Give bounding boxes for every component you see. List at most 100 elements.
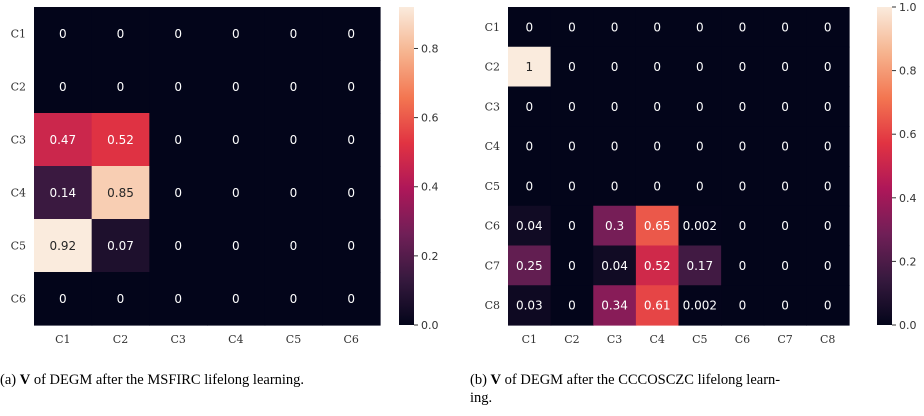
heatmap-cell	[678, 126, 722, 167]
cell-value-label: 0	[824, 100, 832, 114]
heatmap-cell	[34, 272, 93, 326]
cell-value-label: 0	[611, 60, 619, 74]
x-tick-label: C3	[607, 333, 622, 346]
heatmap-cell	[34, 60, 93, 114]
cell-value-label: 0	[117, 292, 125, 306]
cell-value-label: 0	[739, 140, 747, 154]
heatmap-cell	[508, 166, 552, 207]
heatmap-cell	[763, 205, 807, 247]
cell-value-label: 0	[781, 20, 789, 34]
heatmap-cell	[635, 166, 680, 207]
heatmap-cell	[635, 126, 680, 167]
cell-value-label: 0.61	[644, 299, 671, 313]
cell-value-label: 0	[568, 20, 576, 34]
heatmap-cell	[763, 46, 807, 88]
colorbar-tick-label: 1.0	[899, 1, 917, 14]
heatmap-cell	[806, 86, 850, 127]
heatmap-cell	[550, 86, 594, 127]
cell-value-label: 0	[59, 80, 67, 94]
heatmap-cell	[149, 113, 208, 167]
heatmap-cell	[550, 46, 594, 88]
heatmap-cell	[91, 219, 150, 273]
cell-value-label: 0	[739, 219, 747, 233]
cell-value-label: 0	[781, 259, 789, 273]
colorbar-b: 0.0 0.2 0.4 0.6 0.8 1.0	[877, 1, 917, 332]
cell-value-label: 0.002	[683, 219, 717, 233]
caption-b-symbol: V	[490, 372, 502, 388]
cell-value-label: 0	[739, 179, 747, 193]
heatmap-cell	[721, 7, 765, 48]
y-tick-label: C7	[485, 259, 500, 272]
heatmap-cell	[635, 285, 680, 326]
cell-value-label: 0	[739, 259, 747, 273]
heatmap-cell	[593, 205, 637, 247]
cell-value-label: 0.34	[601, 299, 628, 313]
cell-value-label: 0	[232, 133, 240, 147]
x-tick-label: C1	[522, 333, 537, 346]
heatmap-cell	[678, 285, 722, 326]
cell-value-label: 0	[781, 60, 789, 74]
cell-value-label: 0	[174, 80, 182, 94]
heatmap-cell	[763, 7, 807, 48]
cell-value-label: 1	[525, 60, 533, 74]
heatmap-cell	[635, 245, 680, 286]
heatmap-cell	[34, 7, 93, 61]
cell-value-label: 0.52	[644, 259, 671, 273]
cell-value-label: 0	[824, 219, 832, 233]
heatmap-cell	[635, 7, 680, 48]
heatmap-cell	[149, 166, 208, 220]
y-tick-label: C4	[11, 187, 26, 200]
heatmap-a: 0 0 0 0 0 0 0 0 0 0 0 0 0.47 0.52 0 0 0 0 0.14 0.85 0 0 0 0 0.92…	[11, 7, 381, 346]
cell-value-label: 0	[696, 140, 704, 154]
heatmap-cell	[264, 60, 323, 114]
heatmap-cell	[264, 7, 323, 61]
cell-value-label: 0	[696, 20, 704, 34]
heatmap-cell	[806, 46, 850, 88]
caption-b: (b) V of DEGM after the CCCOSCZC lifelon…	[470, 372, 780, 389]
cell-value-label: 0	[611, 20, 619, 34]
cell-value-label: 0	[824, 259, 832, 273]
cell-value-label: 0	[290, 186, 298, 200]
cell-value-label: 0	[347, 239, 355, 253]
heatmap-cell	[635, 205, 680, 247]
heatmap-cell	[721, 46, 765, 88]
heatmap-cell	[550, 166, 594, 207]
heatmap-cell	[721, 166, 765, 207]
x-tick-label: C4	[228, 333, 243, 346]
heatmap-cell	[806, 7, 850, 48]
heatmap-cell	[508, 245, 552, 286]
cell-value-label: 0	[653, 140, 661, 154]
heatmap-cell	[207, 7, 266, 61]
cell-value-label: 0.92	[49, 239, 76, 253]
y-tick-label: C4	[485, 140, 500, 153]
cell-value-label: 0	[290, 239, 298, 253]
heatmap-cell	[264, 113, 323, 167]
cell-value-label: 0.25	[516, 259, 543, 273]
cell-value-label: 0.52	[107, 133, 134, 147]
heatmap-cell	[678, 205, 722, 247]
heatmap-cell	[207, 113, 266, 167]
heatmap-cell	[593, 86, 637, 127]
cell-value-label: 0	[347, 186, 355, 200]
heatmap-cell	[264, 219, 323, 273]
heatmap-cell	[721, 205, 765, 247]
cell-value-label: 0	[611, 140, 619, 154]
heatmap-cell	[508, 126, 552, 167]
cell-value-label: 0	[290, 292, 298, 306]
cell-value-label: 0.47	[49, 133, 76, 147]
cell-value-label: 0	[290, 80, 298, 94]
heatmap-cell	[322, 272, 381, 326]
colorbar-tick-label: 0.2	[899, 255, 917, 268]
cell-value-label: 0	[525, 179, 533, 193]
caption-b-prefix: (b)	[470, 372, 491, 388]
heatmap-cell	[806, 126, 850, 167]
heatmap-cell	[91, 60, 150, 114]
caption-a-text: of DEGM after the MSFIRC lifelong learni…	[30, 372, 305, 388]
cell-value-label: 0	[174, 239, 182, 253]
cell-value-label: 0	[347, 133, 355, 147]
cell-value-label: 0	[117, 27, 125, 41]
y-tick-label: C5	[11, 240, 26, 253]
colorbar-tick-label: 0.8	[421, 42, 439, 55]
cell-value-label: 0.03	[516, 299, 543, 313]
colorbar-tick-label: 0.6	[421, 112, 439, 125]
